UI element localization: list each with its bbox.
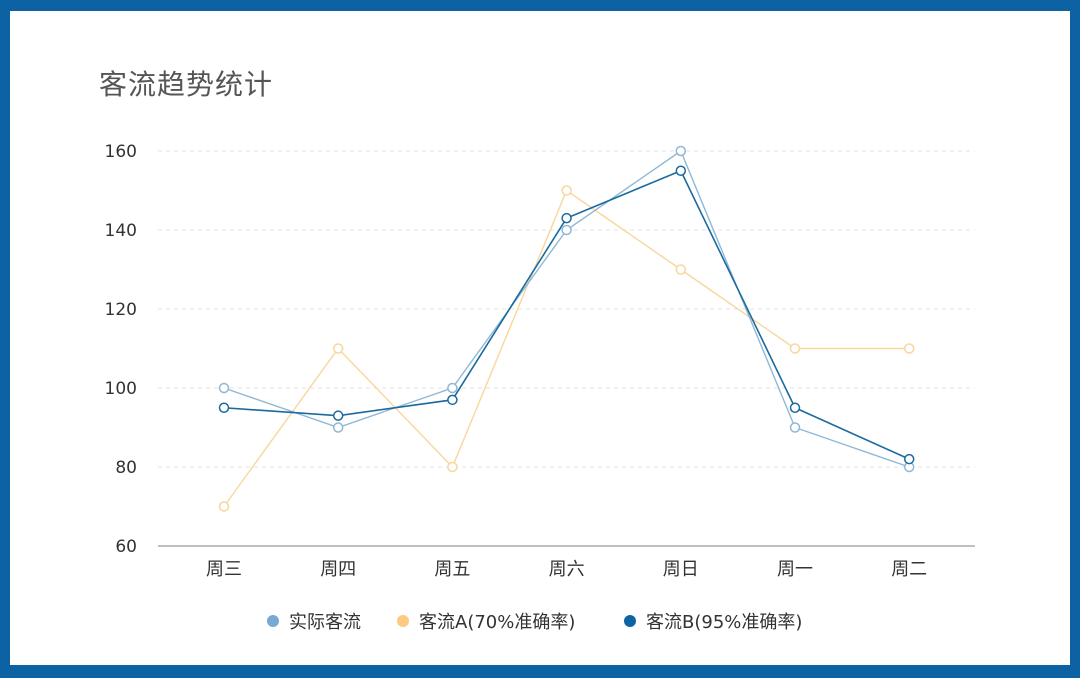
data-point-marker[interactable] [561, 185, 572, 196]
data-point-marker[interactable] [218, 402, 230, 413]
data-point-marker[interactable] [789, 422, 801, 433]
data-point-marker[interactable] [218, 501, 230, 512]
legend-label: 客流B(95%准确率) [646, 612, 803, 633]
data-point-marker[interactable] [447, 382, 458, 394]
legend-item-actual[interactable]: 实际客流 [267, 599, 361, 643]
series-2 [218, 165, 915, 465]
legend-label: 客流A(70%准确率) [419, 612, 576, 633]
grid-lines [158, 150, 975, 468]
y-tick-label: 140 [105, 221, 137, 241]
y-tick-label: 160 [105, 142, 137, 162]
data-point-marker[interactable] [903, 453, 915, 465]
chart-legend: 实际客流 客流A(70%准确率) 客流B(95%准确率) [10, 599, 1070, 643]
legend-item-forecast-b[interactable]: 客流B(95%准确率) [624, 599, 802, 643]
legend-dot-icon [624, 615, 636, 627]
data-point-marker[interactable] [675, 145, 687, 157]
x-axis: 周三 周四 周五 周六 周日 周一 周二 [158, 545, 975, 580]
data-point-marker[interactable] [332, 422, 344, 433]
legend-dot-icon [267, 615, 279, 627]
data-point-marker[interactable] [332, 410, 344, 421]
x-tick-label: 周日 [663, 559, 699, 580]
legend-dot-icon [397, 615, 409, 627]
data-point-marker[interactable] [561, 212, 572, 224]
chart-panel: 客流趋势统计 60 80 100 120 140 160 周三 周四 周五 周六 周日 周一 周二 实… [10, 11, 1070, 665]
legend-label: 实际客流 [289, 612, 361, 633]
x-tick-label: 周五 [434, 559, 470, 580]
data-point-marker[interactable] [218, 382, 230, 394]
data-point-marker[interactable] [447, 394, 458, 406]
chart-title: 客流趋势统计 [99, 68, 274, 101]
data-point-marker[interactable] [447, 461, 458, 473]
y-tick-label: 60 [115, 537, 137, 557]
data-point-marker[interactable] [675, 165, 687, 176]
data-point-marker[interactable] [789, 343, 801, 354]
series-0 [218, 145, 915, 473]
x-tick-label: 周四 [320, 559, 356, 580]
x-tick-label: 周三 [206, 559, 242, 580]
series-line [223, 189, 910, 507]
y-tick-label: 100 [105, 379, 137, 399]
data-point-marker[interactable] [675, 264, 687, 275]
x-tick-label: 周二 [891, 559, 927, 580]
y-axis: 60 80 100 120 140 160 [105, 142, 137, 557]
data-point-marker[interactable] [332, 343, 344, 354]
y-tick-label: 120 [105, 300, 137, 320]
y-tick-label: 80 [115, 458, 137, 478]
legend-item-forecast-a[interactable]: 客流A(70%准确率) [397, 599, 575, 643]
x-tick-label: 周一 [777, 559, 813, 580]
data-point-marker[interactable] [903, 343, 915, 354]
data-point-marker[interactable] [561, 224, 572, 236]
x-tick-label: 周六 [549, 559, 585, 580]
series-lines [218, 145, 915, 512]
series-1 [218, 185, 915, 512]
data-point-marker[interactable] [789, 402, 801, 413]
